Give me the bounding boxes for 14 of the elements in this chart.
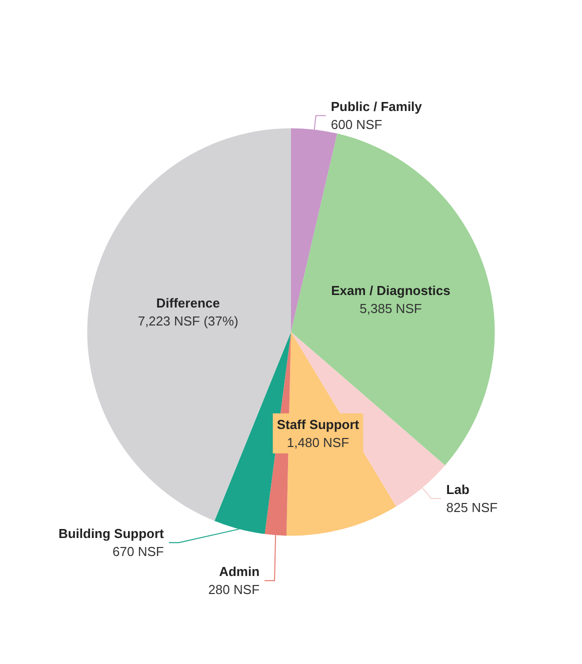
data-label: 825 NSF [446, 500, 498, 516]
slice-label: Building Support [58, 526, 165, 542]
slice-label: Public / Family [330, 99, 423, 114]
slice-label: Admin [219, 564, 260, 580]
data-label: 600 NSF [330, 117, 382, 132]
data-label: 1,480 NSF [286, 434, 350, 450]
data-label: 670 NSF [112, 544, 164, 560]
slice-label: Difference [156, 295, 220, 310]
slice-label: Lab [446, 482, 470, 498]
slice-label: Exam / Diagnostics [331, 283, 450, 298]
data-label: 5,385 NSF [360, 301, 422, 316]
slice-label: Staff Support [276, 416, 360, 432]
data-label: 7,223 NSF (37%) [138, 313, 238, 328]
data-label: 280 NSF [208, 582, 260, 598]
